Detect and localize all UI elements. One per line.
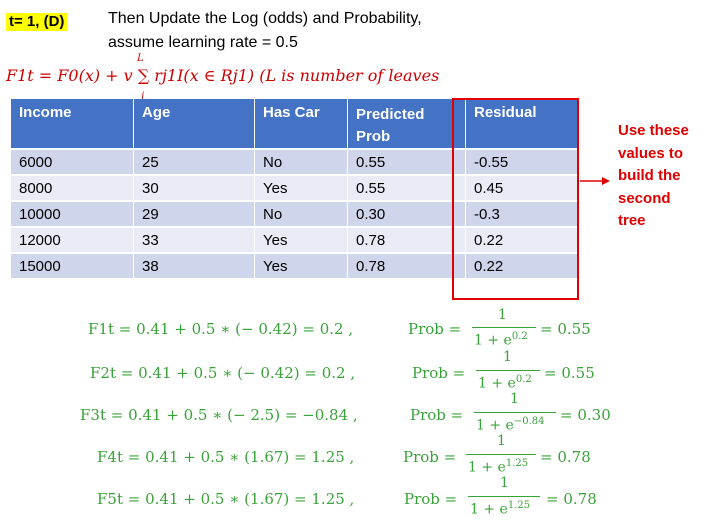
log-odds-equation-4: F4t = 0.41 + 0.5 ∗ (1.67) = 1.25 , [97,448,355,466]
table-row: 15000 38 Yes 0.78 0.22 [10,253,578,280]
denominator-exponent: 1.25 [507,500,531,511]
cell-age: 33 [133,227,255,254]
sum-lower-limit: j [141,91,145,102]
table-row: 12000 33 Yes 0.78 0.22 [10,227,578,254]
table-header-row: Income Age Has Car Predicted Prob Residu… [10,99,578,150]
header-income: Income [10,99,134,150]
cell-predicted-prob: 0.78 [347,227,466,254]
prob-label-1: Prob = [408,320,462,338]
header-predicted-prob-label: Predicted Prob [356,106,425,145]
prob-result-5: = 0.78 [546,490,597,508]
denominator-exponent: 0.2 [511,331,528,342]
cell-has-car: No [254,201,348,228]
header-predicted-prob: Predicted Prob [347,99,466,150]
denominator-exponent: 0.2 [515,374,532,385]
cell-predicted-prob: 0.78 [347,253,466,280]
cell-has-car: Yes [254,175,348,202]
cell-residual: 0.45 [465,175,578,202]
log-odds-equation-3: F3t = 0.41 + 0.5 ∗ (− 2.5) = −0.84 , [80,406,358,424]
cell-income: 8000 [10,175,134,202]
prob-numerator-1: 1 [498,307,507,323]
prob-result-3: = 0.30 [560,406,611,424]
cell-residual: -0.55 [465,149,578,176]
prob-label-3: Prob = [410,406,464,424]
cell-has-car: No [254,149,348,176]
header-residual: Residual [465,99,578,150]
fraction-bar-4 [466,454,536,455]
denominator-base: 1 + e [478,375,516,392]
cell-age: 29 [133,201,255,228]
denominator-base: 1 + e [476,417,514,434]
prob-label-4: Prob = [403,448,457,466]
cell-residual: 0.22 [465,253,578,280]
cell-income: 6000 [10,149,134,176]
prob-denominator-1: 1 + e0.2 [474,331,528,349]
denominator-exponent: 1.25 [505,458,529,469]
prob-label-2: Prob = [412,364,466,382]
prob-label-5: Prob = [404,490,458,508]
prob-numerator-4: 1 [497,433,506,449]
prob-numerator-5: 1 [500,475,509,491]
cell-income: 10000 [10,201,134,228]
table-row: 10000 29 No 0.30 -0.3 [10,201,578,228]
cell-income: 15000 [10,253,134,280]
denominator-exponent: −0.84 [513,416,545,427]
log-odds-equation-2: F2t = 0.41 + 0.5 ∗ (− 0.42) = 0.2 , [90,364,356,382]
fraction-bar-3 [474,412,556,413]
prob-denominator-3: 1 + e−0.84 [476,416,544,434]
prob-result-2: = 0.55 [544,364,595,382]
cell-has-car: Yes [254,253,348,280]
cell-residual: -0.3 [465,201,578,228]
cell-age: 38 [133,253,255,280]
prob-denominator-5: 1 + e1.25 [470,500,530,518]
cell-predicted-prob: 0.30 [347,201,466,228]
fraction-bar-1 [472,327,536,328]
cell-predicted-prob: 0.55 [347,149,466,176]
header-has-car: Has Car [254,99,348,150]
prob-result-4: = 0.78 [540,448,591,466]
prob-denominator-4: 1 + e1.25 [468,458,528,476]
update-formula: F1t = F0(x) + v ∑ rj1I(x ∈ Rj1) (L is nu… [6,66,440,85]
header-age: Age [133,99,255,150]
denominator-base: 1 + e [468,459,506,476]
prob-result-1: = 0.55 [540,320,591,338]
residual-highlight-box [452,98,579,300]
fraction-bar-5 [468,496,540,497]
cell-age: 30 [133,175,255,202]
cell-residual: 0.22 [465,227,578,254]
log-odds-equation-1: F1t = 0.41 + 0.5 ∗ (− 0.42) = 0.2 , [88,320,354,338]
slide-title-line1: Then Update the Log (odds) and Probabili… [108,10,422,27]
table-row: 6000 25 No 0.55 -0.55 [10,149,578,176]
arrow-right-icon [580,177,610,185]
callout-note: Use these values to build the second tre… [618,122,689,229]
prob-denominator-2: 1 + e0.2 [478,374,532,392]
cell-has-car: Yes [254,227,348,254]
table-row: 8000 30 Yes 0.55 0.45 [10,175,578,202]
log-odds-equation-5: F5t = 0.41 + 0.5 ∗ (1.67) = 1.25 , [97,490,355,508]
cell-predicted-prob: 0.55 [347,175,466,202]
cell-age: 25 [133,149,255,176]
denominator-base: 1 + e [474,332,512,349]
denominator-base: 1 + e [470,501,508,518]
cell-income: 12000 [10,227,134,254]
data-table: Income Age Has Car Predicted Prob Residu… [10,99,578,280]
prob-numerator-3: 1 [510,391,519,407]
prob-numerator-2: 1 [503,349,512,365]
fraction-bar-2 [476,370,540,371]
sum-upper-limit: L [137,53,144,64]
slide-title-line2: assume learning rate = 0.5 [108,34,298,51]
time-step-tag: t= 1, (D) [6,13,68,31]
